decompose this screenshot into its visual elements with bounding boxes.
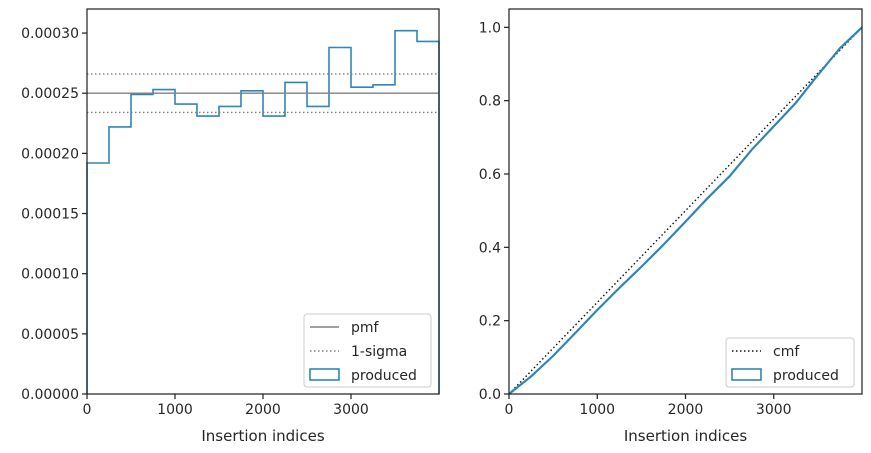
y-tick-label: 0.0 bbox=[479, 387, 501, 403]
histogram-step-series bbox=[86, 29, 440, 394]
legend-label: 1-sigma bbox=[351, 344, 407, 360]
y-tick-label: 0.00005 bbox=[21, 327, 79, 343]
y-tick-label: 0.2 bbox=[479, 314, 501, 330]
cmf-line bbox=[508, 26, 863, 395]
legend-label: produced bbox=[773, 368, 839, 384]
y-tick-label: 0.00025 bbox=[21, 86, 79, 102]
y-tick-label: 0.8 bbox=[479, 94, 501, 110]
y-tick-label: 0.00015 bbox=[21, 207, 79, 223]
histogram-panel: 0 1000 2000 3000 0.00000 0.00005 0.00010 0.0001… bbox=[21, 8, 440, 445]
legend-frame bbox=[725, 337, 855, 388]
y-tick-label: 0.00020 bbox=[21, 146, 79, 162]
x-tick-label: 0 bbox=[505, 402, 514, 418]
legend-label: cmf bbox=[773, 344, 800, 360]
x-tick-label: 1000 bbox=[157, 402, 193, 418]
legend-swatch-box bbox=[309, 368, 340, 381]
x-tick-label: 0 bbox=[83, 402, 92, 418]
y-tick-label: 0.00030 bbox=[21, 26, 79, 42]
axes-frame bbox=[508, 8, 863, 395]
legend-label: pmf bbox=[351, 320, 380, 336]
x-axis-label: Insertion indices bbox=[624, 427, 747, 445]
y-tick-label: 0.6 bbox=[479, 167, 501, 183]
y-tick-label: 0.4 bbox=[479, 240, 501, 256]
y-tick-label: 0.00000 bbox=[21, 387, 79, 403]
legend: cmf produced bbox=[725, 337, 855, 388]
legend-swatch-box bbox=[731, 368, 762, 381]
x-axis-label: Insertion indices bbox=[201, 427, 324, 445]
y-tick-label: 1.0 bbox=[479, 20, 501, 36]
x-tick-label: 2000 bbox=[668, 402, 704, 418]
x-tick-label: 3000 bbox=[756, 402, 792, 418]
cumulative-panel: 0 1000 2000 3000 0.0 0.2 0.4 0.6 0.8 1.0 Insertion… bbox=[479, 8, 863, 445]
x-tick-label: 2000 bbox=[245, 402, 281, 418]
x-tick-label: 1000 bbox=[579, 402, 615, 418]
x-tick-label: 3000 bbox=[333, 402, 369, 418]
y-tick-label: 0.00010 bbox=[21, 267, 79, 283]
legend-label: produced bbox=[351, 368, 417, 384]
legend: pmf 1-sigma produced bbox=[303, 313, 432, 388]
produced-cumulative-line bbox=[508, 26, 863, 395]
